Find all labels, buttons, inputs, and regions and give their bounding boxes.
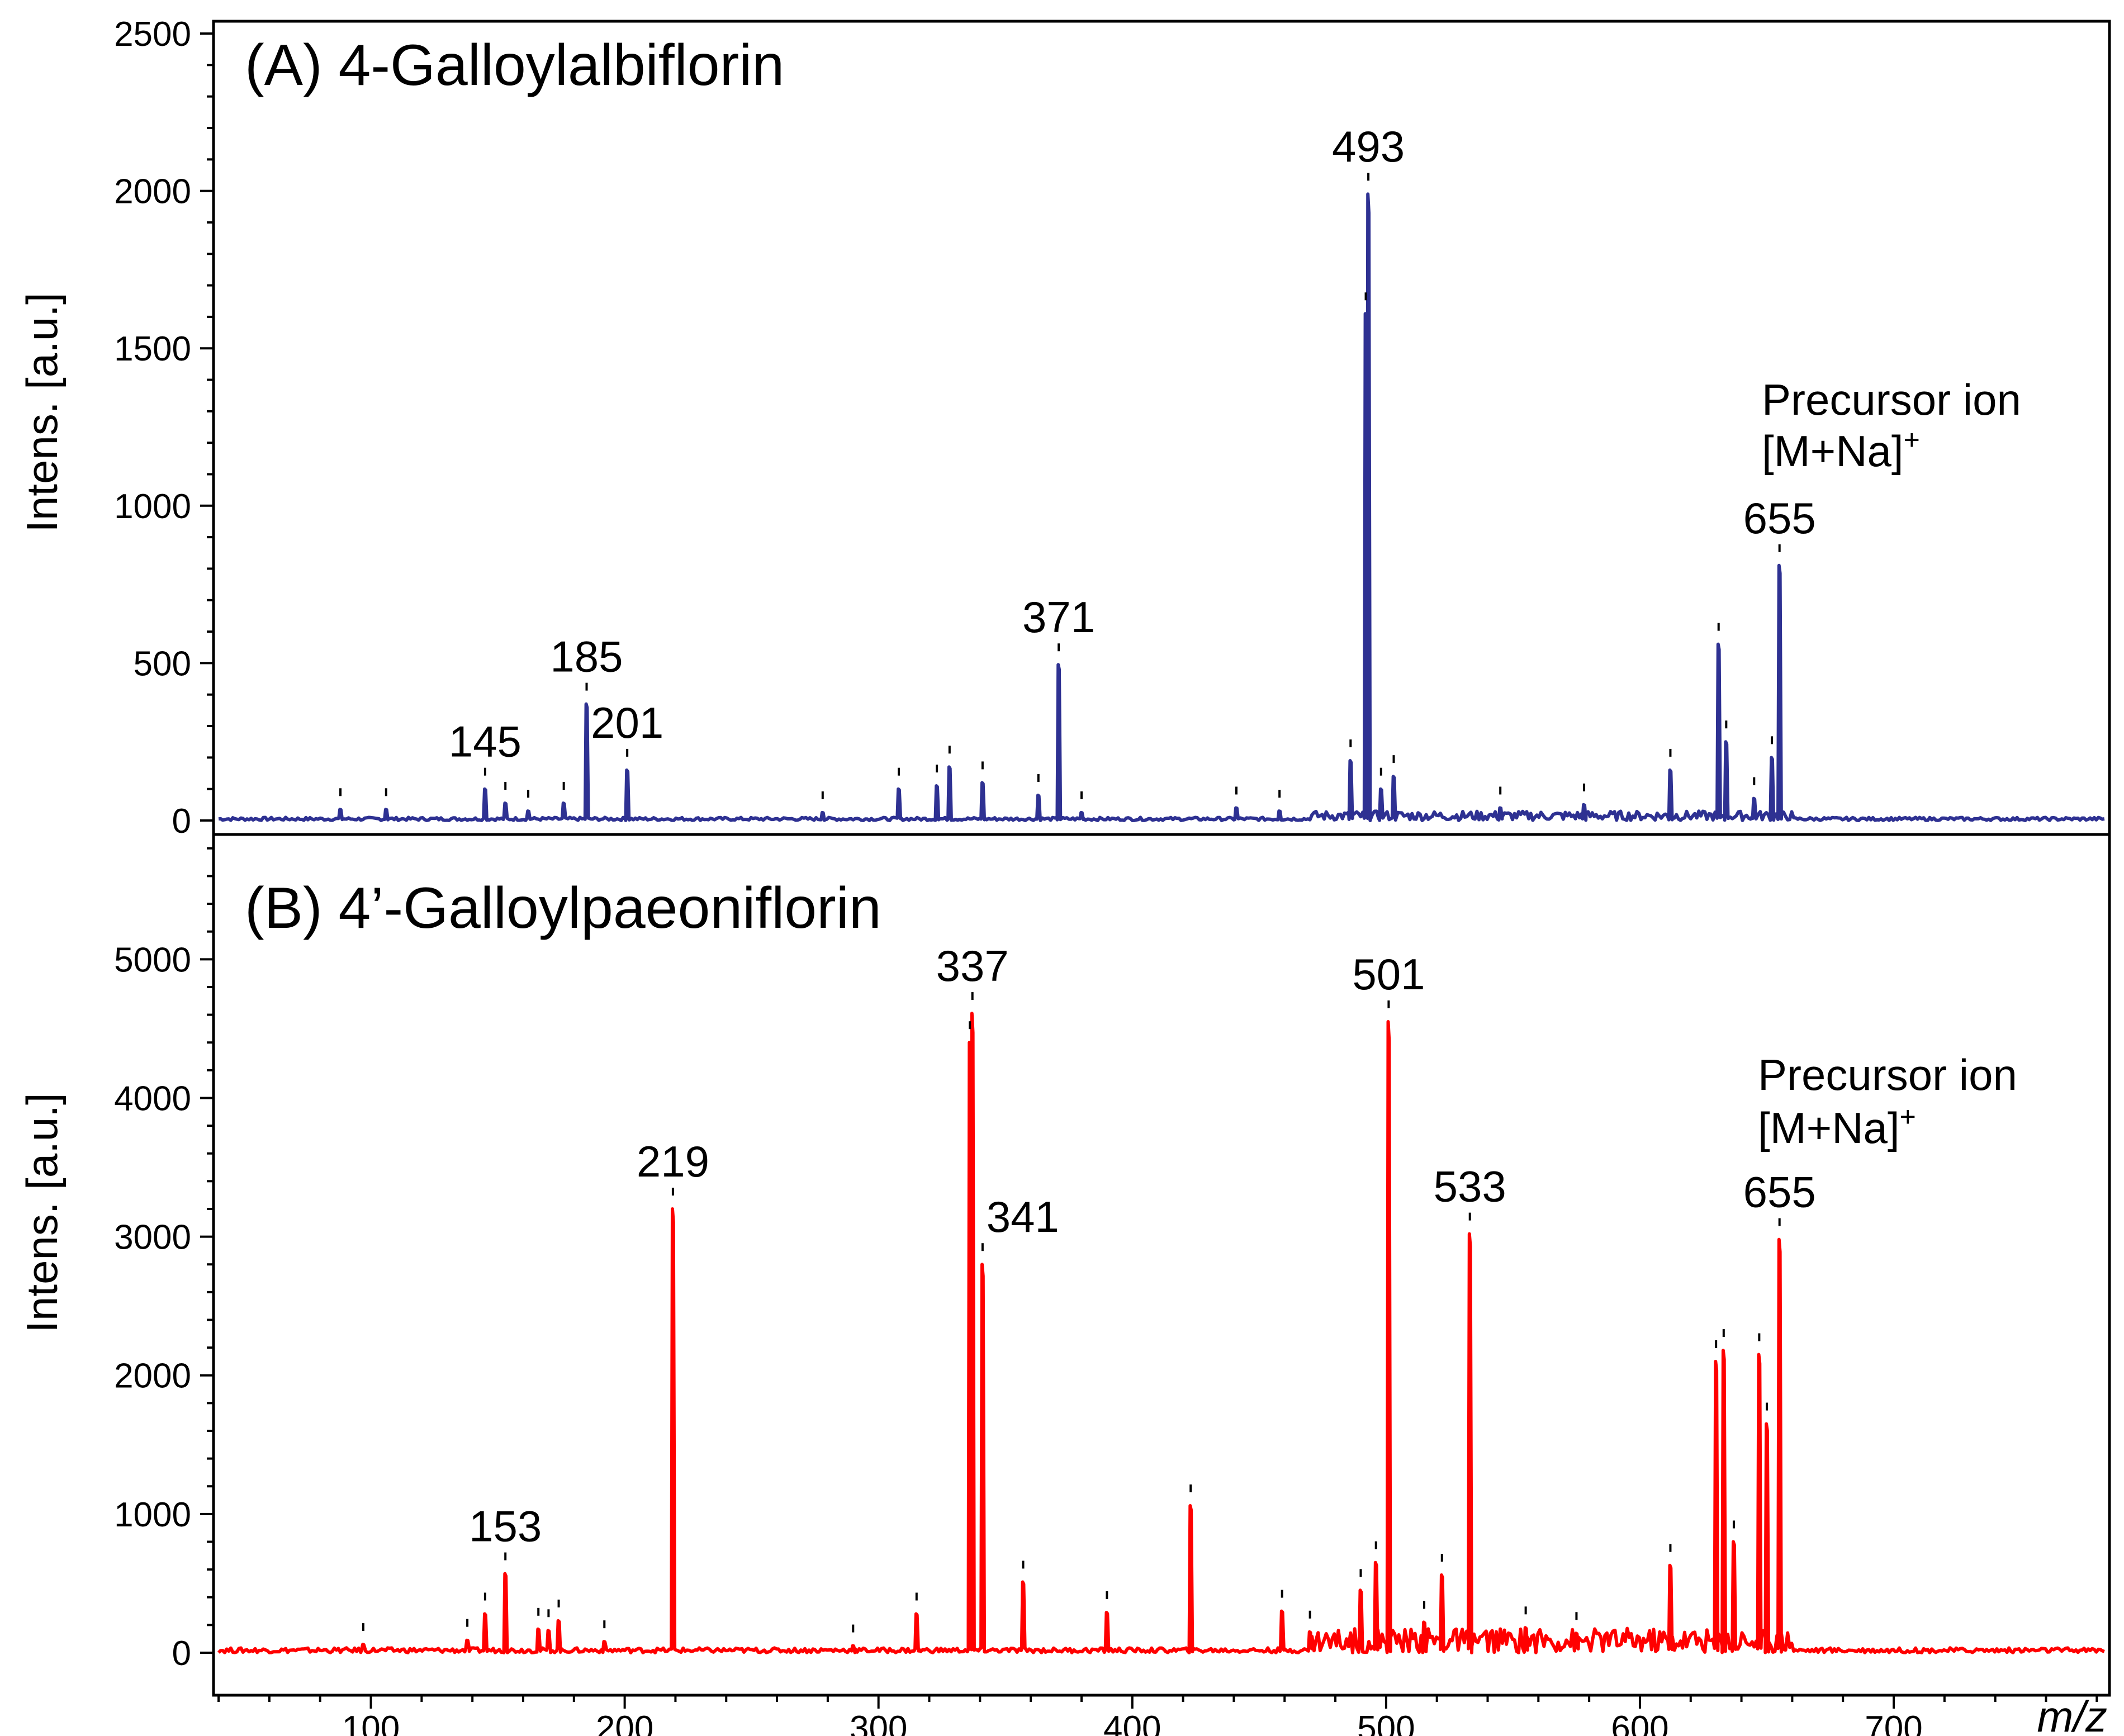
x-tick-label: 600 — [1611, 1709, 1668, 1736]
peak-label-371: 371 — [1022, 592, 1095, 642]
panel-a-y-axis: 0 500 1000 1500 2000 2500 — [114, 15, 214, 841]
y-tick-label: 5000 — [114, 941, 191, 979]
panel-b-precursor-formula-sup: + — [1900, 1101, 1916, 1132]
x-tick-label: 700 — [1865, 1709, 1922, 1736]
panel-b-precursor-label: Precursor ion — [1758, 1050, 2017, 1099]
x-tick-label: 100 — [342, 1709, 400, 1736]
panel-a-precursor-formula-sup: + — [1904, 424, 1920, 456]
y-tick-label: 500 — [134, 644, 191, 683]
panel-b-y-axis: 0 1000 2000 3000 4000 5000 — [114, 847, 214, 1673]
panel-b-x-axis: 100 200 300 400 500 600 700 — [217, 1695, 2098, 1736]
panel-a-title: (A) 4-Galloylalbiflorin — [245, 33, 784, 98]
x-tick-label: 300 — [850, 1709, 907, 1736]
panel-a-peak-labels: 145 185 201 371 493 655 — [339, 122, 1816, 799]
x-tick-label: 400 — [1103, 1709, 1161, 1736]
peak-label-219: 219 — [637, 1137, 709, 1186]
peak-label-153: 153 — [469, 1502, 542, 1551]
peak-label-201: 201 — [591, 698, 663, 747]
y-tick-label: 1000 — [114, 487, 191, 526]
peak-label-341: 341 — [987, 1192, 1059, 1241]
panel-b-spectrum — [217, 1012, 2105, 1654]
panel-b: 0 1000 2000 3000 4000 5000 100 200 300 400 500 600… — [17, 833, 2111, 1736]
panel-a-precursor-label: Precursor ion — [1762, 375, 2021, 424]
y-tick-label: 4000 — [114, 1079, 191, 1118]
panel-b-peak-labels: 153 219 337 341 501 533 655 — [362, 941, 1816, 1633]
y-tick-label: 0 — [172, 802, 191, 841]
peak-label-145: 145 — [449, 717, 521, 766]
panel-b-precursor-formula: [M+Na]+ — [1758, 1101, 1916, 1152]
spectrum-trace — [217, 1012, 2105, 1654]
peak-label-185: 185 — [550, 632, 623, 681]
panel-b-precursor-formula-base: [M+Na] — [1758, 1103, 1900, 1152]
y-tick-label: 1500 — [114, 330, 191, 368]
y-tick-label: 2500 — [114, 15, 191, 54]
x-tick-label: 200 — [596, 1709, 653, 1736]
y-tick-label: 3000 — [114, 1218, 191, 1257]
panel-b-y-axis-title: Intens. [a.u.] — [17, 1093, 67, 1332]
y-tick-label: 1000 — [114, 1496, 191, 1534]
panel-a-spectrum — [218, 192, 2105, 822]
panel-a-precursor-formula: [M+Na]+ — [1762, 424, 1920, 476]
y-tick-label: 0 — [172, 1634, 191, 1673]
panel-a-precursor-formula-base: [M+Na] — [1762, 426, 1904, 476]
y-tick-label: 2000 — [114, 173, 191, 211]
panel-b-x-axis-title: m/z — [2037, 1692, 2107, 1736]
y-tick-label: 2000 — [114, 1357, 191, 1396]
peak-label-533: 533 — [1434, 1162, 1506, 1211]
peak-label-501: 501 — [1352, 950, 1425, 999]
peak-label-655: 655 — [1743, 1168, 1816, 1217]
panel-a-y-axis-title: Intens. [a.u.] — [17, 292, 67, 532]
peak-label-655: 655 — [1743, 494, 1816, 543]
panel-b-frame — [212, 833, 2111, 1697]
peak-label-337: 337 — [936, 941, 1009, 990]
x-tick-label: 500 — [1357, 1709, 1415, 1736]
spectrum-trace — [218, 192, 2105, 822]
panel-b-title: (B) 4’-Galloylpaeoniflorin — [245, 876, 881, 941]
peak-label-493: 493 — [1332, 122, 1405, 171]
